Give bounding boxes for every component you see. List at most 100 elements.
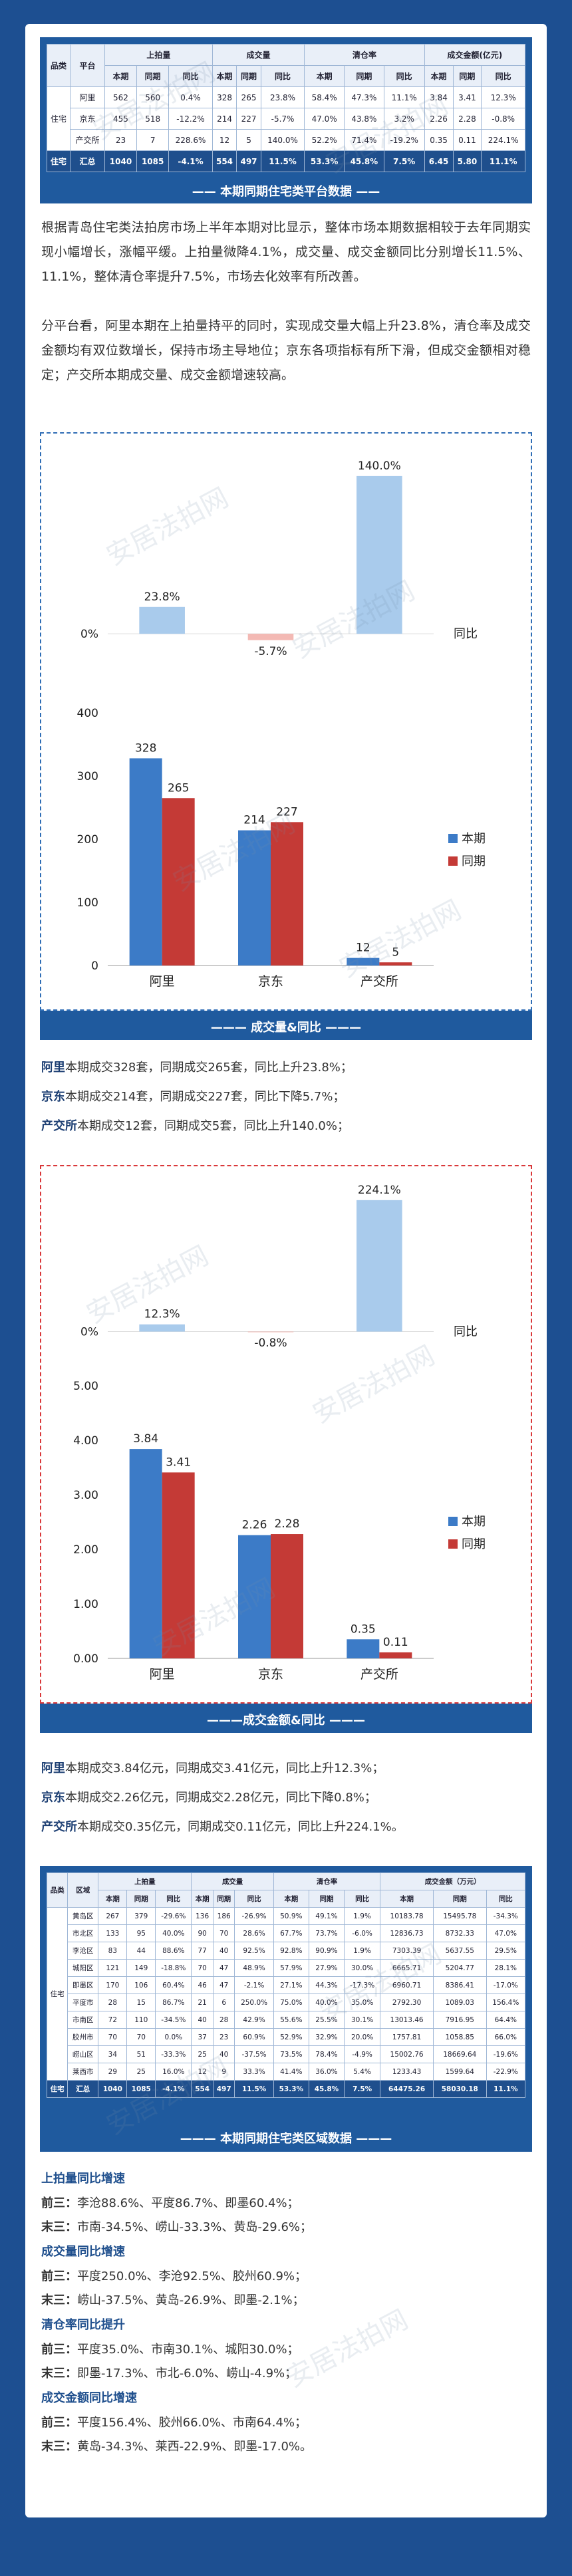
list-item: 末三：市南-34.5%、崂山-33.3%、黄岛-29.6%； bbox=[41, 2216, 531, 2240]
chart-box: 0% 同比 23.8% -5.7% 140.0% 0 100 200 300 400 阿里 京东 产交所… bbox=[40, 432, 532, 1011]
cell: 21 bbox=[191, 1994, 214, 2011]
cell: 71.4% bbox=[344, 129, 384, 151]
chart: 0% 同比 23.8% -5.7% 140.0% 0 100 200 300 400 阿里 京东 产交所… bbox=[77, 459, 486, 989]
cell: 46 bbox=[191, 1976, 214, 1994]
cell: 0.4% bbox=[168, 86, 213, 108]
note-text: 本期成交2.26亿元，同期成交2.28亿元，同比下降0.8%； bbox=[65, 1791, 376, 1805]
data-label: 2.26 bbox=[242, 1519, 267, 1532]
table-row: 住宅 黄岛区 267 379 -29.6% 136 186 -26.9% 50.9% 49.1% 1… bbox=[46, 1907, 526, 2081]
cell: 李沧区 bbox=[67, 1942, 99, 1960]
cell: 75.0% bbox=[273, 1994, 309, 2011]
cell: 47.3% bbox=[344, 86, 384, 108]
x-tick-label: 京东 bbox=[258, 1667, 283, 1682]
cell: 住宅 bbox=[46, 2080, 69, 2098]
cell: 15002.76 bbox=[380, 2045, 434, 2063]
cell: -0.8% bbox=[481, 108, 525, 130]
chart: 0% 同比 12.3% -0.8% 224.1% 0.00 1.00 2.00 3.00 4.00… bbox=[73, 1184, 486, 1682]
cell: 186 bbox=[212, 1907, 235, 1925]
axis-label: 同比 bbox=[454, 1325, 478, 1339]
cell: 6.45 bbox=[424, 150, 454, 172]
data-label: 140.0% bbox=[358, 459, 401, 473]
bar bbox=[162, 1472, 195, 1658]
cell: 53.3% bbox=[273, 2080, 309, 2098]
y-tick-label: 4.00 bbox=[73, 1434, 98, 1448]
header-cell: 成交量 bbox=[191, 1872, 274, 1890]
cell: 88.6% bbox=[155, 1942, 192, 1960]
table-caption: ——— 本期同期住宅类区域数据 ——— bbox=[180, 2132, 392, 2146]
y-tick-label: 200 bbox=[77, 833, 98, 846]
cell: 28 bbox=[98, 1994, 128, 2011]
item-label: 末三： bbox=[41, 2293, 77, 2307]
chart-caption: ——— 成交量&同比 ——— bbox=[210, 1021, 362, 1035]
cell: 86.7% bbox=[155, 1994, 192, 2011]
cell: 11.1% bbox=[383, 86, 425, 108]
item-text: 崂山-37.5%、黄岛-26.9%、即墨-2.1%； bbox=[77, 2293, 305, 2307]
cell: 莱西市 bbox=[67, 2063, 99, 2081]
cell: 1599.64 bbox=[432, 2063, 487, 2081]
header-cell: 品类 bbox=[46, 1872, 69, 1908]
cell: 7.5% bbox=[344, 2080, 381, 2098]
cell: 64.4% bbox=[486, 2011, 526, 2029]
bar bbox=[379, 962, 412, 966]
cell: 0.11 bbox=[452, 129, 482, 151]
header-cell: 同期 bbox=[126, 1890, 156, 1908]
cell: 121 bbox=[98, 1959, 128, 1977]
cell: 11.1% bbox=[486, 2080, 526, 2098]
header-cell: 本期 bbox=[380, 1890, 434, 1908]
note-text: 本期成交214套，同期成交227套，同比下降5.7%； bbox=[65, 1090, 345, 1104]
cell: 50.9% bbox=[273, 1907, 309, 1925]
item-text: 平度35.0%、市南30.1%、城阳30.0%； bbox=[77, 2343, 299, 2357]
cell: -6.0% bbox=[344, 1924, 381, 1942]
cell: 0.0% bbox=[155, 2028, 192, 2046]
y-tick-label: 0% bbox=[80, 628, 98, 641]
list-item: 末三：崂山-37.5%、黄岛-26.9%、即墨-2.1%； bbox=[41, 2289, 531, 2313]
data-table: 品类 区域 上拍量 成交量 清仓率 成交金额（万元） 本期 同期 同比 本期 同期 同比 本期 同期 同比本… bbox=[46, 1872, 526, 2098]
header-cell: 同比 bbox=[486, 1890, 526, 1908]
header-cell: 本期 bbox=[424, 65, 454, 87]
cell: 78.4% bbox=[308, 2045, 345, 2063]
cell: 18669.64 bbox=[432, 2045, 487, 2063]
cell: 3.41 bbox=[452, 86, 482, 108]
data-label: 3.84 bbox=[133, 1432, 158, 1446]
bar bbox=[139, 606, 185, 634]
cell: 265 bbox=[236, 86, 261, 108]
cell: -19.6% bbox=[486, 2045, 526, 2063]
paragraph: 分平台看，阿里本期在上拍量持平的同时，实现成交量大幅上升23.8%，清仓率及成交… bbox=[41, 319, 531, 382]
note-name: 产交所 bbox=[41, 1119, 77, 1133]
header-cell: 平台 bbox=[70, 44, 105, 87]
cell: 27.9% bbox=[308, 1959, 345, 1977]
cell: 497 bbox=[212, 2080, 235, 2098]
note-line: 京东本期成交2.26亿元，同期成交2.28亿元，同比下降0.8%； bbox=[41, 1783, 531, 1813]
bar bbox=[162, 798, 195, 966]
cell: 140.0% bbox=[260, 129, 305, 151]
y-tick-label: 400 bbox=[77, 707, 98, 720]
cell: -33.3% bbox=[155, 2045, 192, 2063]
table-row: 产交所 23 7 228.6% 12 5 140.0% 52.2% 71.4% -19.2% 0.3… bbox=[47, 129, 525, 151]
chart-caption: ———成交金额&同比 ——— bbox=[207, 1714, 365, 1728]
x-tick-label: 京东 bbox=[258, 974, 283, 989]
cell: -2.1% bbox=[234, 1976, 274, 1994]
table-row: 住宅 阿里 562 560 0.4% 328 265 23.8% 58.4% 47.3% 11.1%… bbox=[46, 86, 525, 151]
table-row: 即墨区 170 106 60.4% 46 47 -2.1% 27.1% 44.3% -17.3% 6… bbox=[47, 1976, 526, 1994]
cell: -34.3% bbox=[486, 1907, 526, 1925]
header-cell: 本期 bbox=[104, 65, 138, 87]
cell: 0.35 bbox=[424, 129, 454, 151]
cell: 136 bbox=[191, 1907, 214, 1925]
cell: 47 bbox=[212, 1976, 235, 1994]
y-tick-label: 0 bbox=[91, 960, 98, 973]
cell: 60.9% bbox=[234, 2028, 274, 2046]
cell: 70 bbox=[191, 1959, 214, 1977]
header-cell: 本期 bbox=[273, 1890, 309, 1908]
cell: 6960.71 bbox=[380, 1976, 434, 1994]
cell: 11.5% bbox=[234, 2080, 274, 2098]
cell: 市南区 bbox=[67, 2011, 99, 2029]
item-text: 市南-34.5%、崂山-33.3%、黄岛-29.6%； bbox=[77, 2220, 313, 2234]
cell: 328 bbox=[212, 86, 237, 108]
bar bbox=[271, 822, 303, 966]
cell: 52.2% bbox=[304, 129, 345, 151]
cell: 40.0% bbox=[308, 1994, 345, 2011]
y-tick-label: 0% bbox=[80, 1326, 98, 1339]
cell: 即墨区 bbox=[67, 1976, 99, 1994]
cell: 49.1% bbox=[308, 1907, 345, 1925]
bar bbox=[238, 830, 271, 966]
